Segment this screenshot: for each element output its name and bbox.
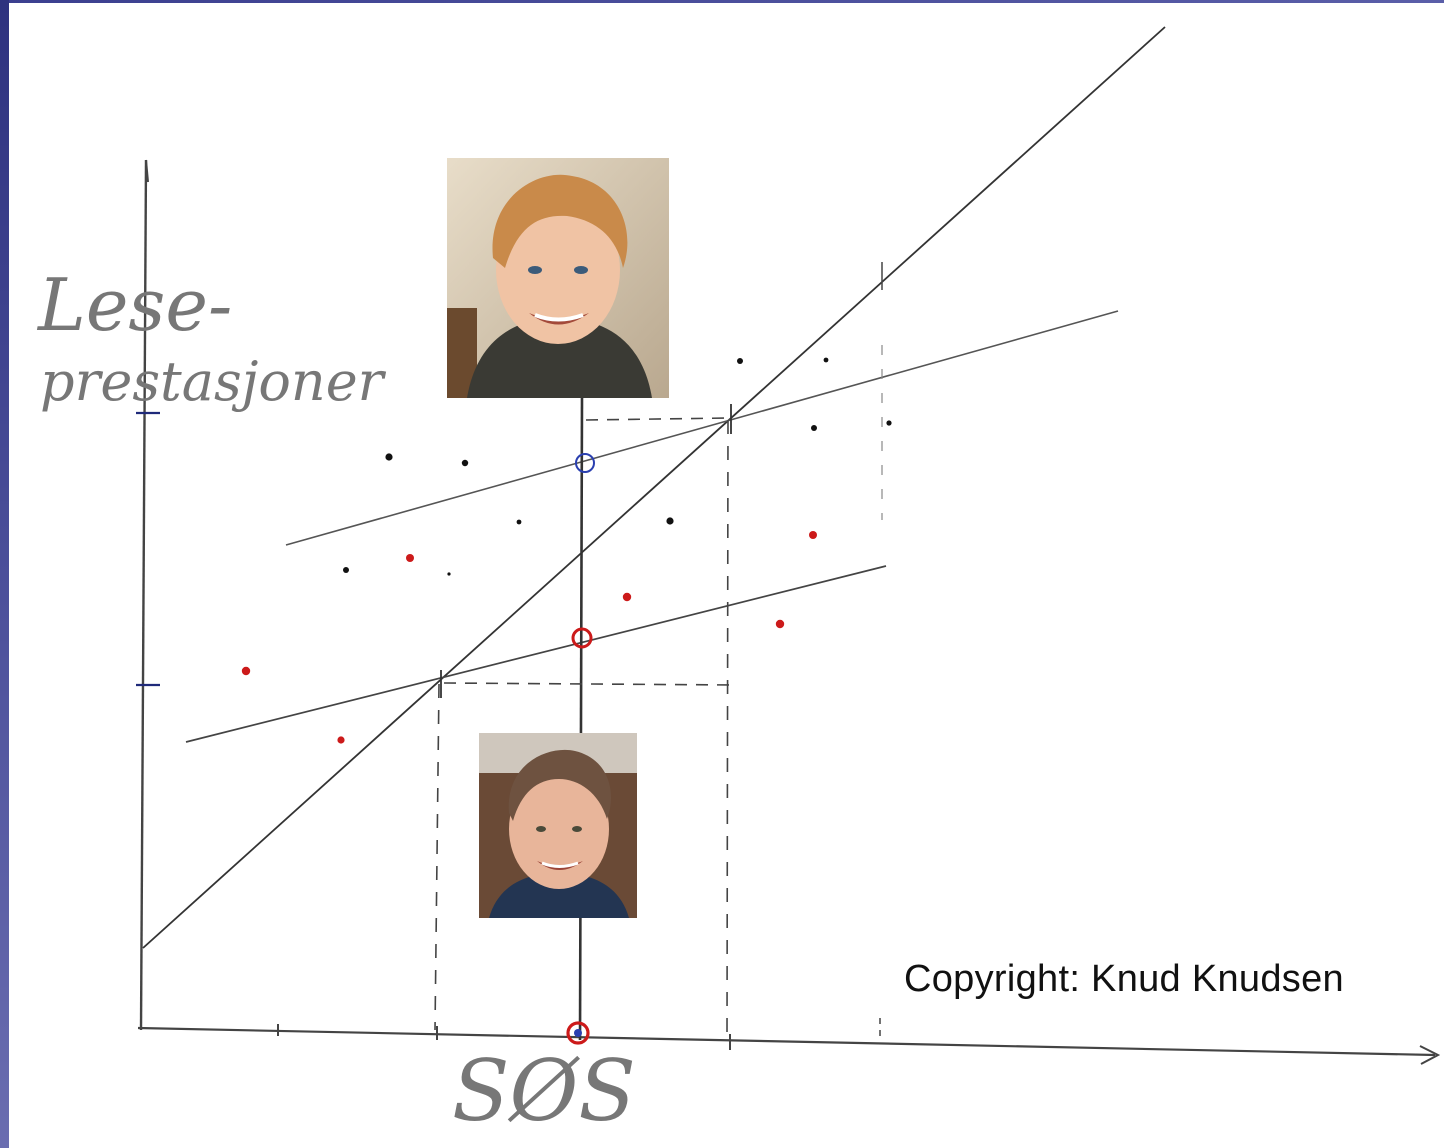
black-point <box>666 517 674 525</box>
y-axis-label-line1: Lese- <box>36 263 232 347</box>
black-point <box>461 459 469 467</box>
red-point <box>406 554 414 562</box>
x-axis <box>137 1026 1436 1057</box>
red-point <box>622 592 632 602</box>
lower-group-line <box>185 565 887 743</box>
center-vertical-line <box>578 397 584 1041</box>
photo-boy-bottom <box>479 733 637 918</box>
red-data-points <box>241 531 817 744</box>
black-point <box>823 357 829 363</box>
blue-circle-marker <box>575 453 595 473</box>
y-axis-label-line2: prestasjoner <box>40 350 387 413</box>
x-axis-label: SØS <box>452 1042 636 1140</box>
red-point <box>809 531 817 539</box>
dashed-guide <box>434 683 440 1031</box>
upper-group-line <box>285 310 1119 546</box>
y-axis <box>139 159 148 1031</box>
red-point <box>775 619 785 629</box>
overall-regression-line <box>142 26 1166 949</box>
photo-boy-top <box>447 158 669 398</box>
black-point <box>516 519 522 525</box>
dashed-guide <box>585 417 731 421</box>
black-data-points <box>343 357 892 576</box>
red-point <box>241 666 251 676</box>
portrait-photo-icon <box>479 733 637 918</box>
window-frame-left <box>0 0 9 1148</box>
red-point <box>337 736 345 744</box>
y-axis-arrow <box>145 159 149 183</box>
black-point <box>447 572 451 576</box>
dashed-guide <box>726 419 729 1037</box>
blue-dot-axis <box>574 1029 582 1037</box>
black-point <box>737 358 743 364</box>
black-point <box>811 425 817 431</box>
black-point <box>343 567 349 573</box>
copyright-text: Copyright: Knud Knudsen <box>904 958 1344 1000</box>
dashed-guide <box>443 682 737 686</box>
window-frame-top <box>0 0 1444 3</box>
x-axis-arrowhead <box>1419 1045 1441 1065</box>
red-circle-marker <box>571 627 593 649</box>
black-point <box>886 420 892 426</box>
red-circle-marker-axis <box>566 1021 590 1045</box>
portrait-photo-icon <box>447 158 669 398</box>
black-point <box>385 453 393 461</box>
